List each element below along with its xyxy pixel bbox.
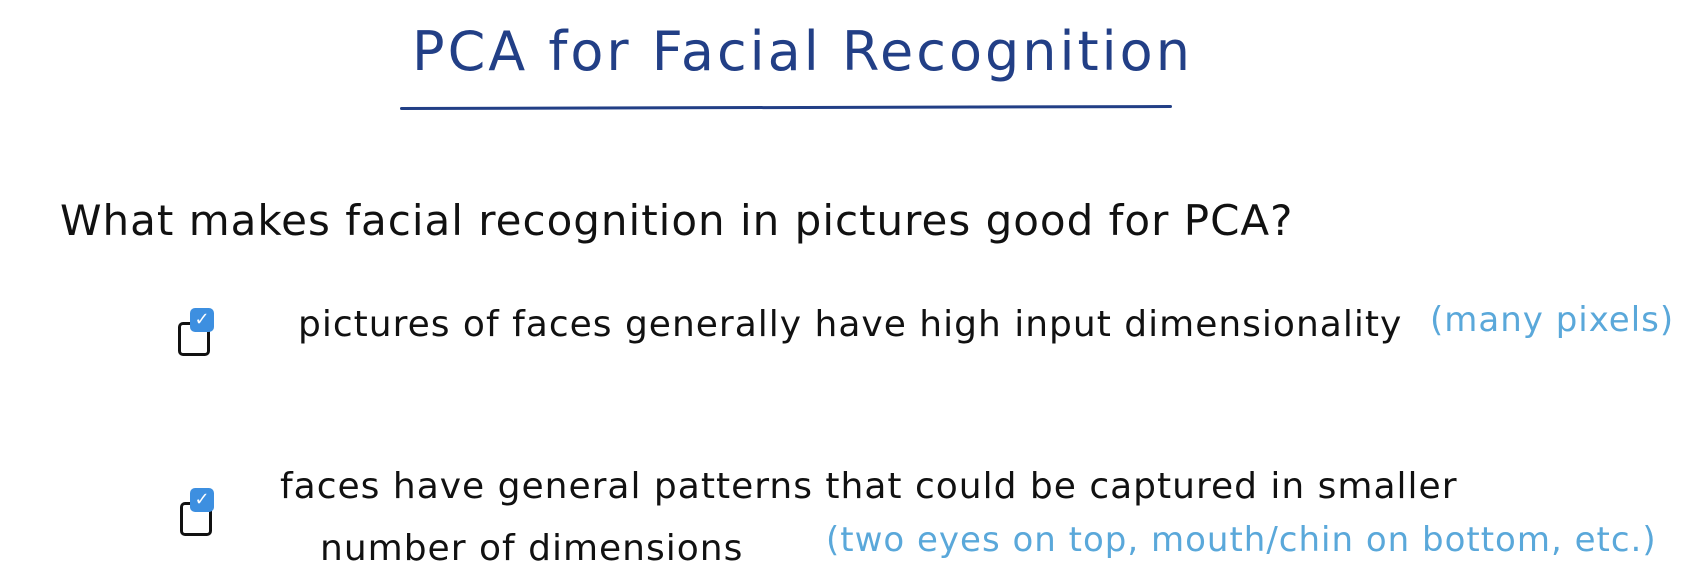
option-1-text: pictures of faces generally have high in… [298,304,1403,345]
option-2-text-line2: number of dimensions [320,528,744,569]
option-2-note: (two eyes on top, mouth/chin on bottom, … [826,520,1657,560]
option-2-text-line1: faces have general patterns that could b… [280,466,1458,507]
page-title: PCA for Facial Recognition [412,20,1193,83]
question-text: What makes facial recognition in picture… [60,196,1294,245]
checkmark-icon: ✓ [190,488,214,512]
title-underline [399,104,1173,111]
option-1-note: (many pixels) [1430,300,1675,340]
checkmark-icon: ✓ [190,308,214,332]
